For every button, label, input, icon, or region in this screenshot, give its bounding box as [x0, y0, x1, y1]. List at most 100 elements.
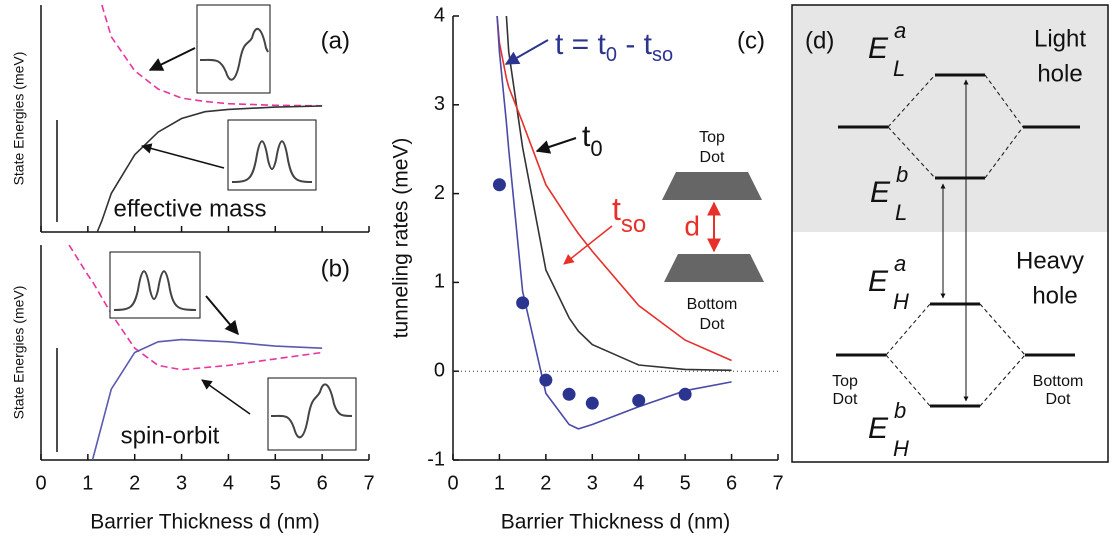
x-tick-label: 5: [270, 472, 281, 494]
formula-part: so: [652, 44, 673, 66]
arrow: [140, 143, 225, 169]
label-part: 0: [590, 136, 602, 161]
formula-part: 0: [606, 44, 617, 66]
x-tick-label: 1: [494, 472, 505, 494]
energy-symbol: E: [870, 176, 891, 209]
data-point: [585, 396, 599, 410]
y-axis-label: State Energies (meV): [11, 286, 27, 420]
y-tick-label: 1: [434, 271, 445, 293]
x-axis-label: Barrier Thickness d (nm): [501, 511, 731, 534]
energy-superscript: b: [894, 398, 906, 423]
energy-symbol: E: [868, 32, 889, 65]
x-tick-label: 5: [680, 472, 691, 494]
dot-label: Dot: [1046, 391, 1071, 408]
inset-curve: [231, 140, 313, 183]
y-tick-label: -1: [427, 448, 445, 470]
inset: [267, 377, 357, 451]
label-part: so: [621, 211, 646, 238]
annotation: spin-orbit: [121, 422, 220, 449]
region-label: hole: [1037, 60, 1082, 87]
y-tick-label: 3: [434, 93, 445, 115]
arrow: [504, 39, 549, 65]
annotation: effective mass: [114, 195, 267, 222]
panel: 0 1 2 3 4 5 6 7 Barrier Thickness d (nm) State En…: [11, 244, 375, 534]
dot-label: Bottom: [1033, 373, 1084, 390]
dot-label: Dot: [700, 149, 725, 166]
formula-part: - t: [617, 28, 653, 61]
inset-curve: [270, 383, 353, 439]
x-tick-label: 6: [726, 472, 737, 494]
x-tick-label: 4: [633, 472, 644, 494]
data-point: [492, 178, 506, 192]
panel-b-decor: (b) spin-orbit: [56, 251, 357, 452]
region-label: Light: [1034, 25, 1086, 52]
coupling-lines: [885, 74, 1026, 407]
energy-superscript: a: [894, 18, 906, 43]
levels: [836, 73, 1080, 408]
panel-a-decor: (a) effective mass: [56, 4, 350, 222]
dot-label: Top: [832, 373, 858, 390]
line-series: [96, 105, 323, 233]
panel: State Energies (meV): [11, 4, 370, 233]
panel-label: (a): [321, 27, 350, 54]
energy-subscript: H: [893, 289, 909, 314]
energy-symbol: E: [868, 265, 889, 298]
formula: t = t0 - tso: [555, 28, 673, 66]
dot-label: Bottom: [687, 296, 738, 313]
inset-curve: [113, 270, 197, 311]
x-axis-label: Barrier Thickness d (nm): [90, 511, 320, 534]
arrow: [205, 295, 239, 336]
panel-label: (d): [805, 27, 834, 54]
level-diagram: (d) Light hole Heavy hole Top Dot Bottom…: [791, 4, 1109, 463]
x-tick-label: 7: [363, 472, 374, 494]
x-tick-label: 4: [223, 472, 234, 494]
y-tick-label: 4: [434, 4, 445, 26]
y-tick-label: 0: [434, 359, 445, 381]
energy-superscript: b: [896, 162, 908, 187]
label-part: t: [582, 120, 591, 153]
energy-subscript: L: [895, 200, 907, 225]
x-tick-label: 0: [447, 472, 458, 494]
data-point: [562, 387, 576, 401]
plots: State Energies (meV) 0 1 2 3 4 5 6 7 Barrier Thic…: [11, 4, 784, 533]
energy-symbol: E: [868, 412, 889, 445]
data-point: [539, 373, 553, 387]
region-label: Heavy: [1016, 247, 1084, 274]
t0-label: t0: [582, 120, 603, 161]
line-series: [505, 15, 732, 372]
x-tick-label: 6: [317, 472, 328, 494]
dot-label: Dot: [700, 316, 725, 333]
data-point: [678, 387, 692, 401]
bottom-dot-shape: [664, 254, 764, 282]
line-series: [496, 15, 732, 430]
x-tick-label: 2: [129, 472, 140, 494]
x-tick-label: 0: [35, 472, 46, 494]
panel-c-decor: (c) t = t0 - tso t0 tso Top Dot d Bottom…: [504, 27, 765, 333]
x-tick-label: 1: [82, 472, 93, 494]
light-hole-region: [792, 5, 1108, 232]
label-part: t: [612, 191, 621, 227]
arrow: [148, 47, 196, 71]
y-axis-label: tunneling rates (meV): [390, 138, 413, 339]
tso-label: tso: [612, 191, 646, 238]
x-tick-label: 3: [176, 472, 187, 494]
arrow: [201, 379, 251, 415]
energy-superscript: a: [894, 251, 906, 276]
inset: [109, 251, 201, 319]
separation-label: d: [684, 210, 700, 241]
panel-label: (c): [737, 27, 765, 54]
energy-subscript: H: [893, 436, 909, 461]
data-point: [632, 394, 646, 408]
arrow: [535, 137, 577, 154]
data-point: [516, 296, 530, 310]
dot-label: Top: [699, 129, 725, 146]
top-dot-shape: [662, 172, 762, 200]
formula-part: t = t: [555, 28, 607, 61]
y-tick-label: 2: [434, 182, 445, 204]
x-tick-label: 3: [587, 472, 598, 494]
line-series: [68, 244, 323, 371]
region-label: hole: [1032, 282, 1077, 309]
arrow: [563, 225, 613, 265]
